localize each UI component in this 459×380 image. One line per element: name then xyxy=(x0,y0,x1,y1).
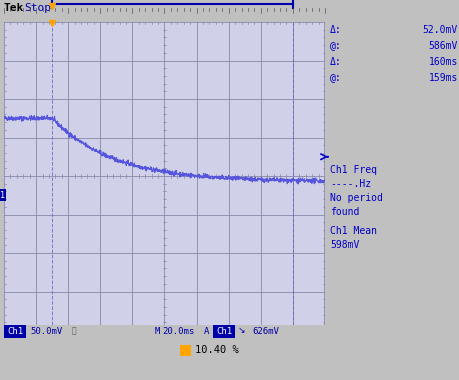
Text: @:: @: xyxy=(329,41,341,51)
Text: ----.Hz: ----.Hz xyxy=(329,179,370,189)
Text: Ch1: Ch1 xyxy=(215,326,231,336)
Text: A: A xyxy=(203,326,209,336)
Text: 586mV: 586mV xyxy=(428,41,457,51)
Text: No period: No period xyxy=(329,193,382,203)
Text: 1: 1 xyxy=(0,191,4,200)
Text: found: found xyxy=(329,207,358,217)
Text: M: M xyxy=(155,326,160,336)
Text: 598mV: 598mV xyxy=(329,240,358,250)
Text: Δ:: Δ: xyxy=(329,25,341,35)
Text: Ch1 Mean: Ch1 Mean xyxy=(329,226,376,236)
Bar xyxy=(0,325,459,337)
Text: 10.40 %: 10.40 % xyxy=(195,345,238,355)
Text: @:: @: xyxy=(329,73,341,83)
Text: 159ms: 159ms xyxy=(428,73,457,83)
Bar xyxy=(179,345,190,356)
Text: Stop: Stop xyxy=(24,3,51,13)
Bar xyxy=(4,325,26,337)
Text: ↘: ↘ xyxy=(237,326,245,336)
Text: 50.0mV: 50.0mV xyxy=(30,326,62,336)
Text: Δ:: Δ: xyxy=(329,57,341,67)
Text: 160ms: 160ms xyxy=(428,57,457,67)
Text: 52.0mV: 52.0mV xyxy=(422,25,457,35)
Text: Ch1 Freq: Ch1 Freq xyxy=(329,165,376,175)
Text: 也: 也 xyxy=(72,326,77,336)
Bar xyxy=(213,325,235,337)
Text: 626mV: 626mV xyxy=(252,326,278,336)
Text: Tek: Tek xyxy=(4,3,24,13)
Text: 20.0ms: 20.0ms xyxy=(162,326,194,336)
Text: Ch1: Ch1 xyxy=(7,326,23,336)
